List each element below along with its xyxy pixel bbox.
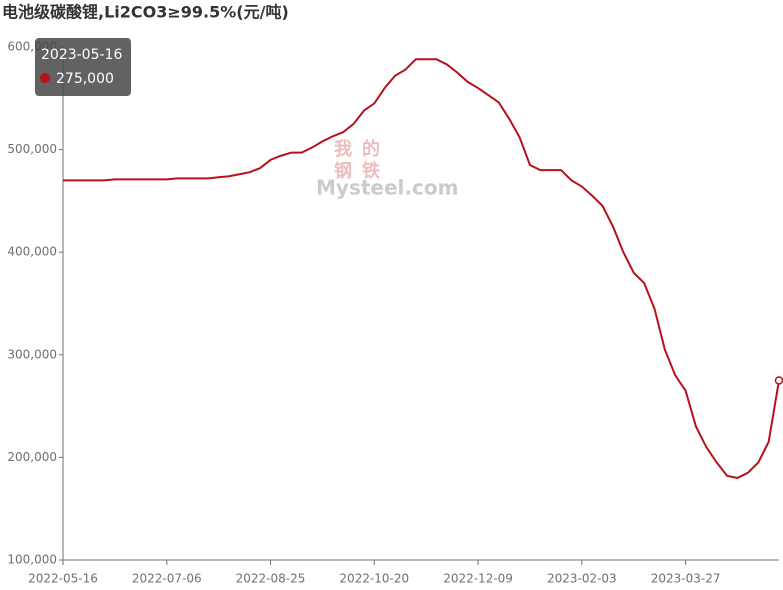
point (774, 376, 783, 385)
watermark-char: 钢 (334, 160, 352, 182)
y-tick-label: 400,000 (7, 245, 57, 259)
tooltip: 2023-05-16 275,000 (35, 38, 131, 96)
chart-title: 电池级碳酸锂,Li2CO3≥99.5%(元/吨) (2, 3, 289, 22)
watermark: 我 的 钢 铁 Mysteel.com (316, 138, 458, 200)
watermark-char: 的 (362, 138, 380, 160)
tooltip-date: 2023-05-16 (41, 47, 122, 63)
tooltip-box (35, 38, 131, 96)
x-tick-label: 2023-03-27 (651, 572, 721, 586)
tooltip-value: 275,000 (56, 71, 114, 87)
x-tick-label: 2023-02-03 (547, 572, 617, 586)
x-tick-label: 2022-05-16 (28, 572, 98, 586)
x-tick-label: 2022-10-20 (339, 572, 409, 586)
y-tick-label: 500,000 (7, 142, 57, 156)
watermark-char: 铁 (362, 160, 380, 182)
x-tick-label: 2022-07-06 (132, 572, 202, 586)
y-tick-label: 200,000 (7, 450, 57, 464)
tooltip-marker (40, 73, 50, 83)
x-tick-label: 2022-08-25 (236, 572, 306, 586)
watermark-char: 我 (334, 139, 352, 160)
y-tick-label: 300,000 (7, 347, 57, 361)
line (63, 58, 780, 479)
x-tick-label: 2022-12-09 (443, 572, 513, 586)
y-tick-label: 100,000 (7, 553, 57, 567)
watermark-text: Mysteel.com (316, 176, 458, 200)
